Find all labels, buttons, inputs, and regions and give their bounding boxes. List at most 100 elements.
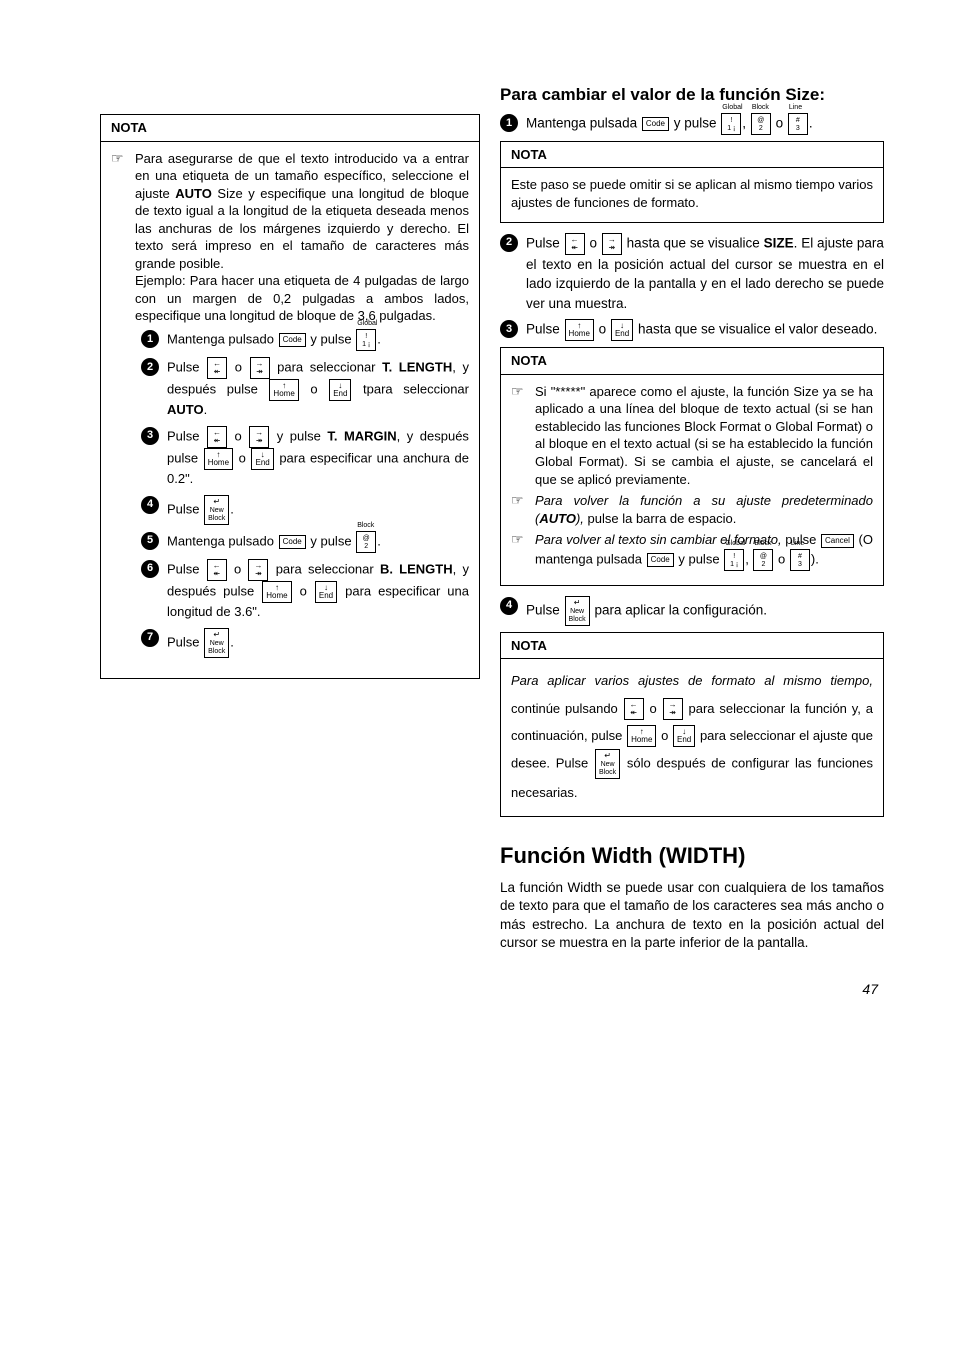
inner-step-5: 5 Mantenga pulsado Code y pulse Block@2. <box>141 531 469 553</box>
inner-step-3: 3 Pulse ←↞ o →↠ y pulse T. MARGIN, y des… <box>141 426 469 489</box>
step-text: Pulse ←↞ o →↠ y pulse T. MARGIN, y despu… <box>167 426 469 489</box>
nota-text: Para asegurarse de que el texto introduc… <box>135 150 469 664</box>
key-line: Line#3 <box>788 113 808 135</box>
nota-item: ☞ Para volver al texto sin cambiar el fo… <box>511 531 873 571</box>
step-badge: 4 <box>141 496 159 514</box>
key-newblock: ↵NewBlock <box>565 596 590 626</box>
nota-text: Para volver al texto sin cambiar el form… <box>535 531 873 571</box>
key-end: ↓End <box>611 319 633 341</box>
key-end: ↓End <box>673 725 695 747</box>
key-cancel: Cancel <box>821 534 854 548</box>
nota-body: ☞ Si "*****" aparece como el ajuste, la … <box>501 375 883 585</box>
step-text: Mantenga pulsado Code y pulse Global!1 ¡… <box>167 329 469 351</box>
key-newblock: ↵NewBlock <box>204 628 229 658</box>
key-global: Global!1 ¡ <box>721 113 741 135</box>
nota-text: Si "*****" aparece como el ajuste, la fu… <box>535 383 873 488</box>
section-heading: Para cambiar el valor de la función Size… <box>500 84 884 107</box>
key-right: →↠ <box>249 426 269 448</box>
nota-box-2: NOTA Este paso se puede omitir si se apl… <box>500 141 884 223</box>
nota-item: ☞ Para asegurarse de que el texto introd… <box>111 150 469 664</box>
key-home: ↑Home <box>204 448 233 470</box>
step-3: 3 Pulse ↑Home o ↓End hasta que se visual… <box>500 319 884 341</box>
nota-box-4: NOTA Para aplicar varios ajustes de form… <box>500 632 884 818</box>
key-left: ←↞ <box>207 357 227 379</box>
step-badge: 2 <box>500 234 518 252</box>
key-home: ↑Home <box>269 379 298 401</box>
nota-item: ☞ Para volver la función a su ajuste pre… <box>511 492 873 527</box>
step-badge: 7 <box>141 629 159 647</box>
key-left: ←↞ <box>565 233 585 255</box>
step-badge: 6 <box>141 560 159 578</box>
key-left: ←↞ <box>207 426 227 448</box>
step-text: Pulse ↑Home o ↓End hasta que se visualic… <box>526 319 884 341</box>
key-home: ↑Home <box>565 319 594 341</box>
key-end: ↓End <box>329 379 351 401</box>
step-badge: 1 <box>141 330 159 348</box>
step-text: Pulse ↵NewBlock para aplicar la configur… <box>526 596 884 626</box>
nota-box-1: NOTA ☞ Para asegurarse de que el texto i… <box>100 114 480 679</box>
right-column: Para cambiar el valor de la función Size… <box>500 84 884 958</box>
key-right: →↠ <box>248 559 268 581</box>
key-home: ↑Home <box>627 725 656 747</box>
key-block: Block@2 <box>753 549 773 571</box>
nota-item: ☞ Si "*****" aparece como el ajuste, la … <box>511 383 873 488</box>
nota-header: NOTA <box>501 142 883 169</box>
key-end: ↓End <box>251 448 273 470</box>
inner-step-2: 2 Pulse ←↞ o →↠ para seleccionar T. LENG… <box>141 357 469 420</box>
step-text: Mantenga pulsada Code y pulse Global!1 ¡… <box>526 113 884 135</box>
step-text: Pulse ←↞ o →↠ para seleccionar B. LENGTH… <box>167 559 469 622</box>
hand-icon: ☞ <box>511 492 529 527</box>
key-home: ↑Home <box>262 581 291 603</box>
key-line: Line#3 <box>790 549 810 571</box>
step-badge: 3 <box>141 427 159 445</box>
inner-step-1: 1 Mantenga pulsado Code y pulse Global!1… <box>141 329 469 351</box>
step-1: 1 Mantenga pulsada Code y pulse Global!1… <box>500 113 884 135</box>
key-end: ↓End <box>315 581 337 603</box>
nota-text: Para volver la función a su ajuste prede… <box>535 492 873 527</box>
step-2: 2 Pulse ←↞ o →↠ hasta que se visualice S… <box>500 233 884 314</box>
nota-header: NOTA <box>101 115 479 142</box>
nota-body: Este paso se puede omitir si se aplican … <box>501 168 883 221</box>
inner-step-7: 7 Pulse ↵NewBlock. <box>141 628 469 658</box>
step-4: 4 Pulse ↵NewBlock para aplicar la config… <box>500 596 884 626</box>
key-block: Block@2 <box>751 113 771 135</box>
key-right: →↠ <box>602 233 622 255</box>
step-badge: 1 <box>500 114 518 132</box>
key-block: Block@2 <box>356 531 376 553</box>
nota-box-3: NOTA ☞ Si "*****" aparece como el ajuste… <box>500 347 884 585</box>
key-code: Code <box>642 117 669 131</box>
step-badge: 3 <box>500 320 518 338</box>
step-badge: 2 <box>141 358 159 376</box>
key-right: →↠ <box>250 357 270 379</box>
nota-body: ☞ Para asegurarse de que el texto introd… <box>101 142 479 678</box>
key-newblock: ↵NewBlock <box>595 749 620 779</box>
inner-step-4: 4 Pulse ↵NewBlock. <box>141 495 469 525</box>
width-paragraph: La función Width se puede usar con cualq… <box>500 879 884 952</box>
key-code: Code <box>279 535 306 549</box>
key-global: Global!1 ¡ <box>724 549 744 571</box>
nota-header: NOTA <box>501 348 883 375</box>
step-text: Pulse ↵NewBlock. <box>167 628 469 658</box>
key-global: Global!1 ¡ <box>356 329 376 351</box>
nota-header: NOTA <box>501 633 883 660</box>
step-text: Pulse ↵NewBlock. <box>167 495 469 525</box>
hand-icon: ☞ <box>511 383 529 488</box>
hand-icon: ☞ <box>111 150 129 664</box>
hand-icon: ☞ <box>511 531 529 571</box>
step-badge: 4 <box>500 597 518 615</box>
step-badge: 5 <box>141 532 159 550</box>
page-number: 47 <box>100 980 884 999</box>
width-heading: Función Width (WIDTH) <box>500 841 884 871</box>
key-newblock: ↵NewBlock <box>204 495 229 525</box>
key-code: Code <box>279 333 306 347</box>
key-right: →↠ <box>663 698 683 720</box>
key-code: Code <box>647 553 674 567</box>
step-text: Pulse ←↞ o →↠ para seleccionar T. LENGTH… <box>167 357 469 420</box>
key-left: ←↞ <box>624 698 644 720</box>
nota-body: Para aplicar varios ajustes de formato a… <box>501 659 883 816</box>
left-column: NOTA ☞ Para asegurarse de que el texto i… <box>100 84 480 958</box>
inner-step-6: 6 Pulse ←↞ o →↠ para seleccionar B. LENG… <box>141 559 469 622</box>
step-text: Pulse ←↞ o →↠ hasta que se visualice SIZ… <box>526 233 884 314</box>
key-left: ←↞ <box>207 559 227 581</box>
step-text: Mantenga pulsado Code y pulse Block@2. <box>167 531 469 553</box>
